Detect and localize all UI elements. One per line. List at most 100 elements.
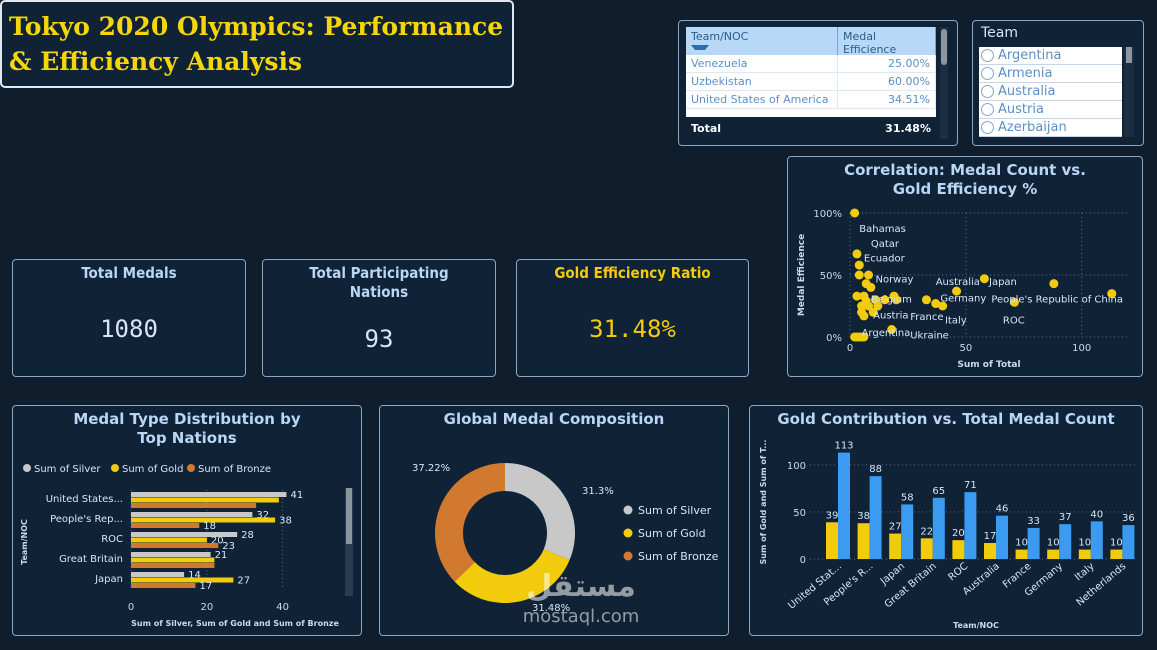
donut-legend-label: Sum of Silver <box>638 504 712 517</box>
vbar-total-bar <box>1090 521 1103 559</box>
team-slicer-scrollbar[interactable] <box>1124 47 1134 137</box>
hbar-bar <box>131 503 257 508</box>
kpi-nations-label: Total Participating Nations <box>309 264 449 301</box>
hbar-data-label: 27 <box>237 576 250 587</box>
hbar-data-label: 20 <box>211 536 224 547</box>
scatter-card: Correlation: Medal Count vs. Gold Effici… <box>787 156 1143 377</box>
scatter-point <box>931 299 941 309</box>
vbar-gold-bar <box>1015 549 1028 559</box>
team-slicer-item-label: Austria <box>998 102 1044 117</box>
radio-icon[interactable] <box>981 67 994 80</box>
legend-marker-icon <box>623 528 633 538</box>
hbar-data-label: 28 <box>241 530 254 541</box>
vbar-gold-label: 10 <box>1110 538 1123 549</box>
donut-title: Global Medal Composition <box>443 410 665 428</box>
radio-icon[interactable] <box>981 103 994 116</box>
table-scrollbar[interactable] <box>940 27 948 139</box>
scatter-x-tick: 0 <box>847 343 853 354</box>
hbar-bar <box>131 497 279 503</box>
team-slicer-item[interactable]: Azerbaijan <box>979 119 1122 137</box>
scatter-annotation: Ukraine <box>910 331 949 342</box>
kpi-gold-efficiency-value: 31.48% <box>589 315 676 343</box>
scatter-point <box>880 295 890 305</box>
scatter-point <box>868 307 878 317</box>
scatter-title: Correlation: Medal Count vs. Gold Effici… <box>844 161 1086 198</box>
vbar-gold-label: 22 <box>920 526 933 537</box>
medal-type-title: Medal Type Distribution by Top Nations <box>73 410 301 447</box>
gold-total-title: Gold Contribution vs. Total Medal Count <box>777 410 1115 428</box>
radio-icon[interactable] <box>981 49 994 62</box>
scatter-point <box>850 208 860 218</box>
donut-slice <box>505 463 575 560</box>
hbar-data-label: 21 <box>215 550 228 561</box>
scatter-point <box>873 301 883 311</box>
gold-total-card: Gold Contribution vs. Total Medal Count … <box>749 405 1143 636</box>
vbar-gold-label: 10 <box>1078 538 1091 549</box>
table-row[interactable]: Venezuela 25.00% <box>686 55 936 73</box>
hbar-legend-label: Sum of Gold <box>122 464 183 475</box>
hbar-data-label: 23 <box>222 541 235 552</box>
hbar-y-label: Team/NOC <box>20 519 29 565</box>
table-row-partial <box>686 109 936 117</box>
scatter-point <box>938 301 948 311</box>
scatter-y-label: Medal Efficience <box>797 234 807 316</box>
vbar-total-bar <box>838 452 850 559</box>
vbar-total-label: 46 <box>996 504 1009 515</box>
scatter-point <box>864 301 874 311</box>
team-slicer-item[interactable]: Australia <box>979 83 1122 101</box>
scatter-point <box>859 332 869 342</box>
vbar-gold-bar <box>889 533 902 559</box>
vbar-gold-bar <box>1078 549 1091 559</box>
scatter-annotation: Austria <box>873 311 908 322</box>
team-slicer-title: Team <box>981 25 1019 41</box>
legend-marker-icon <box>623 551 633 561</box>
donut-label-silver: 31.3% <box>582 486 614 497</box>
vbar-total-bar <box>1122 525 1135 559</box>
vbar-total-bar <box>869 476 882 559</box>
vbar-gold-bar <box>984 542 996 559</box>
table-cell-efficiency: 60.00% <box>838 73 936 90</box>
donut-legend-label: Sum of Gold <box>638 527 706 540</box>
vbar-category-label: Italy <box>1073 561 1097 583</box>
medal-type-card: Medal Type Distribution by Top Nations S… <box>12 405 362 636</box>
hbar-category-label: United States... <box>46 494 123 505</box>
vbar-total-label: 36 <box>1122 513 1135 524</box>
col-header-team-label: Team/NOC <box>691 30 749 43</box>
hbar-scroll-thumb <box>346 488 352 544</box>
donut-label-gold: 31.48% <box>532 603 570 614</box>
vbar-gold-bar <box>826 522 838 559</box>
radio-icon[interactable] <box>981 121 994 134</box>
table-row[interactable]: United States of America 34.51% <box>686 91 936 109</box>
vbar-total-label: 113 <box>834 441 853 452</box>
vbar-gold-label: 10 <box>1015 538 1028 549</box>
vbar-total-label: 33 <box>1027 516 1040 527</box>
team-slicer-item[interactable]: Argentina <box>979 47 1122 65</box>
legend-marker-icon <box>23 464 31 472</box>
vbar-total-label: 65 <box>932 486 945 497</box>
team-slicer-scroll-thumb[interactable] <box>1126 47 1132 63</box>
scatter-chart: 100% 50% 0% 0 50 100 Sum of Total Medal Efficie… <box>797 208 1128 370</box>
scatter-annotation: ROC <box>1003 316 1025 327</box>
scatter-point <box>952 286 962 296</box>
vbar-total-bar <box>996 515 1008 559</box>
hbar-bar <box>131 572 185 577</box>
vbar-total-label: 37 <box>1059 512 1072 523</box>
scatter-point <box>1107 289 1117 299</box>
hbar-data-label: 17 <box>199 581 212 592</box>
team-slicer-item[interactable]: Armenia <box>979 65 1122 83</box>
scatter-annotation: Germany <box>940 293 986 304</box>
scatter-point <box>1049 279 1059 289</box>
hbar-bar <box>131 583 196 588</box>
table-header-efficiency[interactable]: Medal Efficience <box>838 27 936 56</box>
radio-icon[interactable] <box>981 85 994 98</box>
donut-legend-label: Sum of Bronze <box>638 550 719 563</box>
table-header-team[interactable]: Team/NOC <box>686 27 838 55</box>
table-scroll-thumb[interactable] <box>941 29 947 65</box>
table-total-value: 31.48% <box>885 122 931 135</box>
hbar-bar <box>131 512 253 517</box>
scatter-point <box>859 311 869 321</box>
hbar-legend-label: Sum of Silver <box>34 464 101 475</box>
team-slicer-item[interactable]: Austria <box>979 101 1122 119</box>
table-cell-team: Uzbekistan <box>686 73 838 90</box>
table-row[interactable]: Uzbekistan 60.00% <box>686 73 936 91</box>
